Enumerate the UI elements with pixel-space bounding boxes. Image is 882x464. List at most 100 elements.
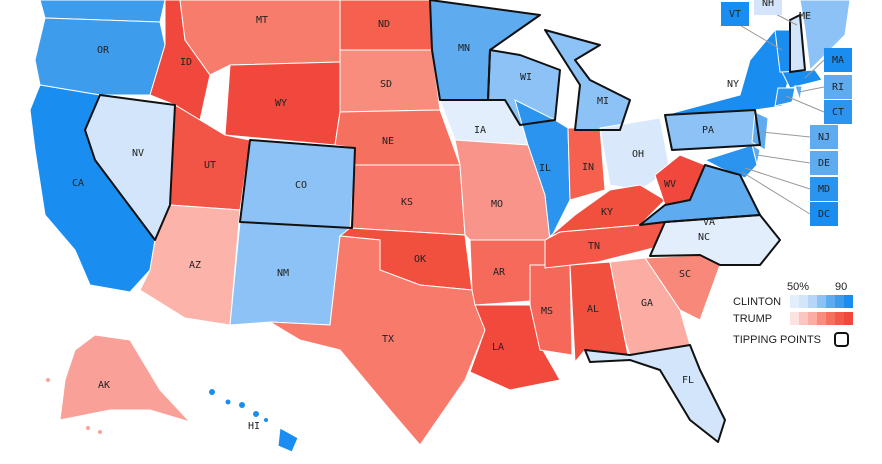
states <box>29 0 851 453</box>
state-label: MO <box>491 199 503 210</box>
state-shape <box>664 29 791 116</box>
label-box <box>810 151 838 175</box>
state-shape <box>139 204 241 326</box>
state-label: NE <box>382 136 394 147</box>
labels: OR CA NV ID MT WY UT AZ CO NM ND SD NE KS OK TX MN IA MO AR… <box>72 0 852 432</box>
state-label: WV <box>664 179 676 190</box>
tipping-outline <box>789 14 806 73</box>
legend: 50% 90 CLINTON TRUMP TIPPING POINTS <box>733 281 853 347</box>
state-label: PA <box>702 125 714 136</box>
legend-swatch <box>835 295 844 308</box>
state-label: CA <box>72 178 84 189</box>
legend-swatch <box>844 312 853 325</box>
state-shape <box>59 334 192 424</box>
state-label: ND <box>378 19 390 30</box>
legend-swatch <box>817 295 826 308</box>
state-label: LA <box>492 342 504 353</box>
legend-swatch <box>817 312 826 325</box>
state-label: OR <box>97 45 110 56</box>
state-label: VA <box>703 217 715 228</box>
state-label: TN <box>588 241 600 252</box>
state-label: VT <box>729 9 741 20</box>
state-shape <box>781 69 823 89</box>
label-box <box>810 177 838 201</box>
state-label: OK <box>414 254 426 265</box>
tipping-outline <box>664 109 761 151</box>
state-label: ME <box>799 11 811 22</box>
state-label: MD <box>818 184 830 195</box>
state-label: NC <box>698 232 710 243</box>
state-label: WI <box>520 72 532 83</box>
state-label: MS <box>541 306 553 317</box>
state-shape <box>774 87 796 107</box>
tipping-outline <box>239 139 356 229</box>
state-label: NM <box>277 268 289 279</box>
legend-swatch <box>790 312 799 325</box>
label-box <box>824 100 852 124</box>
state-shape <box>514 99 571 242</box>
state-label: KS <box>401 197 413 208</box>
legend-swatch <box>835 312 844 325</box>
legend-tipping-icon <box>834 332 849 347</box>
state-label: MI <box>597 96 609 107</box>
label-box <box>824 75 852 99</box>
legend-swatch <box>808 312 817 325</box>
state-label: ID <box>180 57 192 68</box>
state-label: AK <box>98 380 110 391</box>
tipping-outline <box>487 49 561 126</box>
state-label: AZ <box>189 260 201 271</box>
state-label: NY <box>727 79 739 90</box>
state-label: MT <box>256 15 268 26</box>
state-label: DE <box>818 158 830 169</box>
legend-swatch <box>799 312 808 325</box>
leader-line <box>785 95 825 113</box>
state-label: IL <box>539 163 551 174</box>
state-label: CT <box>832 107 844 118</box>
state-label: FL <box>682 375 694 386</box>
state-label: AR <box>493 267 506 278</box>
state-label: MN <box>458 43 470 54</box>
state-label: TX <box>382 334 394 345</box>
alaska-islands <box>46 378 102 434</box>
state-label: WY <box>275 98 287 109</box>
tipping-outline <box>584 344 726 443</box>
state-label: CO <box>295 180 307 191</box>
legend-swatch <box>844 295 853 308</box>
state-shape <box>703 144 758 179</box>
state-label: GA <box>641 298 653 309</box>
label-box <box>824 48 852 72</box>
legend-swatch <box>826 312 835 325</box>
state-label: HI <box>248 421 260 432</box>
legend-scale-high: 90 <box>835 281 847 293</box>
legend-swatch <box>799 295 808 308</box>
tipping-outline <box>84 94 176 241</box>
state-shape <box>269 235 486 446</box>
state-shape <box>277 427 299 453</box>
state-shape <box>599 117 671 191</box>
state-label: OH <box>632 149 644 160</box>
state-label: KY <box>601 207 613 218</box>
label-box <box>810 202 838 226</box>
state-label: DC <box>818 209 830 220</box>
leader-line <box>761 131 811 138</box>
tipping-outline <box>649 214 781 266</box>
leader-line <box>804 59 825 79</box>
hawaii-islands <box>209 389 268 422</box>
leader-line <box>744 167 811 190</box>
state-label: NJ <box>818 132 830 143</box>
state-shape <box>794 85 803 101</box>
state-shape <box>34 17 166 96</box>
state-label: NH <box>762 0 774 9</box>
legend-swatch <box>790 295 799 308</box>
leader-line <box>756 154 811 164</box>
legend-tipping: TIPPING POINTS <box>733 334 821 346</box>
legend-trump: TRUMP <box>733 313 772 325</box>
state-label: AL <box>587 304 599 315</box>
state-label: SC <box>679 269 691 280</box>
state-label: IN <box>582 162 594 173</box>
state-label: IA <box>474 125 486 136</box>
state-shape <box>584 344 726 443</box>
leader-line <box>741 171 811 215</box>
label-box <box>754 0 782 15</box>
state-shape <box>469 239 549 306</box>
